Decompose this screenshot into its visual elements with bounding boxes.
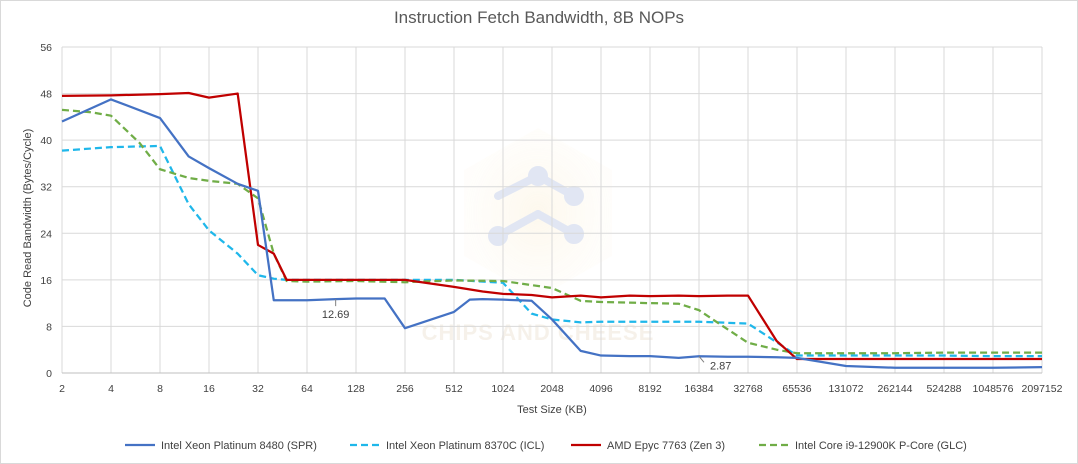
legend-label: Intel Xeon Platinum 8370C (ICL) [386,440,544,452]
y-tick-label: 8 [46,321,52,333]
x-tick-label: 65536 [782,383,811,395]
x-tick-label: 2097152 [1022,383,1063,395]
y-tick-label: 40 [40,135,52,147]
y-tick-label: 56 [40,42,52,54]
x-tick-label: 8 [157,383,163,395]
series-line-4 [61,108,1042,355]
y-tick-label: 16 [40,275,52,287]
x-tick-label: 2048 [540,383,564,395]
y-axis-title: Code Read Bandwidth (Bytes/Cycle) [22,129,34,308]
annotation-leader [698,355,705,363]
x-tick-label: 32768 [733,383,762,395]
x-tick-label: 2 [59,383,65,395]
x-tick-label: 16384 [684,383,713,395]
legend-label: AMD Epyc 7763 (Zen 3) [607,440,725,452]
x-tick-label: 1024 [491,383,515,395]
x-tick-label: 524288 [926,383,961,395]
legend-label: Intel Core i9-12900K P-Core (GLC) [795,440,967,452]
x-axis-title: Test Size (KB) [517,404,587,416]
x-tick-label: 64 [301,383,313,395]
annotation-label: 12.69 [322,309,350,321]
x-tick-label: 4 [108,383,114,395]
x-tick-label: 1048576 [973,383,1014,395]
y-tick-label: 0 [46,368,52,380]
x-tick-label: 8192 [638,383,662,395]
watermark-logo: CHIPS AND CHEESE [422,128,655,345]
chart-title: Instruction Fetch Bandwidth, 8B NOPs [393,8,685,27]
x-tick-label: 131072 [828,383,863,395]
svg-text:CHIPS AND CHEESE: CHIPS AND CHEESE [422,320,655,345]
annotation-label: 2.87 [710,360,731,372]
y-tick-label: 48 [40,89,52,101]
x-tick-label: 4096 [589,383,613,395]
y-tick-label: 24 [40,228,52,240]
x-tick-label: 32 [252,383,264,395]
series-line-1 [61,98,1043,369]
x-tick-label: 128 [347,383,365,395]
x-tick-label: 256 [396,383,414,395]
series-line-3 [61,91,1042,361]
x-tick-label: 262144 [877,383,912,395]
y-tick-label: 32 [40,182,52,194]
x-tick-label: 16 [203,383,215,395]
x-tick-label: 512 [445,383,463,395]
series-line-2 [61,144,1042,358]
legend-label: Intel Xeon Platinum 8480 (SPR) [161,440,317,452]
